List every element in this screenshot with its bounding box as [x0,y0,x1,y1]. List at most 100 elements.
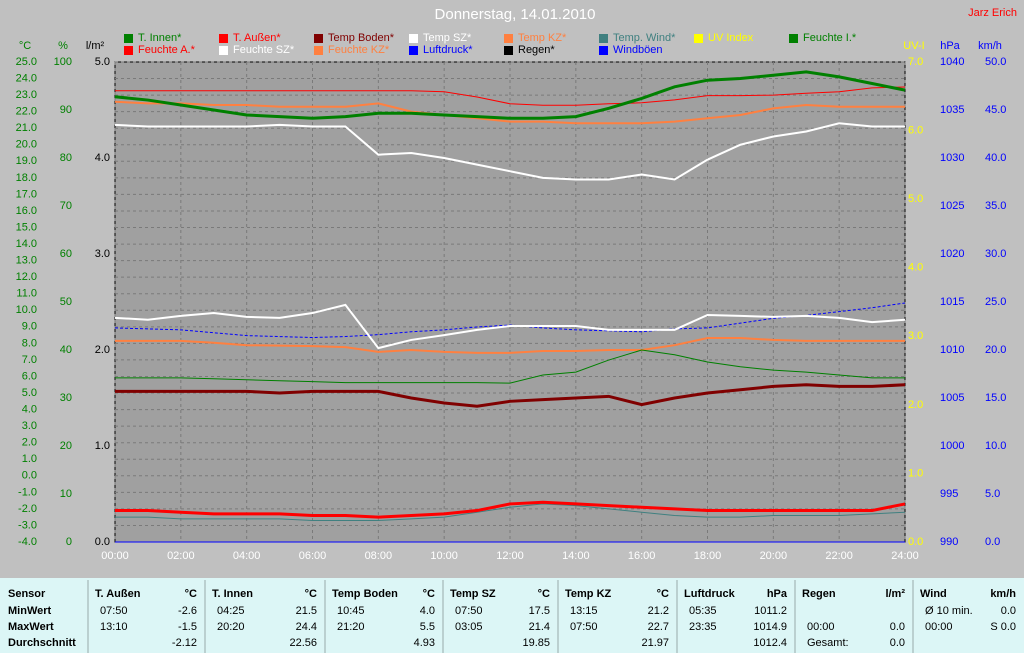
x-tick-label: 04:00 [233,550,261,562]
y-tick-label: 2.0 [908,399,923,411]
column-name: Temp SZ [450,588,496,600]
y-tick-label: 1035 [940,104,964,116]
column-unit: °C [538,588,550,600]
y-tick-label: 1.0 [95,440,110,452]
x-tick-label: 22:00 [825,550,853,562]
y-tick-label: 5.0 [95,56,110,68]
y-tick-label: 100 [54,56,72,68]
axis-title: °C [19,40,31,52]
y-tick-label: 11.0 [16,288,37,300]
column-unit: °C [305,588,317,600]
y-tick-label: 1030 [940,152,964,164]
y-tick-label: 3.0 [95,248,110,260]
column-unit: km/h [990,588,1016,600]
cell-value: -2.12 [172,637,197,649]
x-tick-label: 14:00 [562,550,590,562]
y-tick-label: 70 [60,200,72,212]
legend-swatch [504,46,513,55]
chart-title: Donnerstag, 14.01.2010 [435,6,596,23]
column-unit: hPa [767,588,788,600]
y-tick-label: 1015 [940,296,964,308]
y-tick-label: 5.0 [908,193,923,205]
y-tick-label: 50.0 [985,56,1006,68]
series-line [115,503,906,521]
y-tick-label: 40 [60,344,72,356]
cell-value: 21.97 [641,637,669,649]
y-tick-label: 1.0 [908,467,923,479]
y-tick-label: -2.0 [18,503,37,515]
axis-title: km/h [978,40,1002,52]
cell-time: 05:35 [689,605,717,617]
y-tick-label: 25.0 [16,56,37,68]
cell-time: 07:50 [100,605,128,617]
series-line [114,122,905,181]
legend-label: Luftdruck* [423,44,473,56]
cell-value: 24.4 [296,621,317,633]
axis-title: l/m² [86,40,105,52]
y-tick-label: 80 [60,152,72,164]
table-background [0,578,1024,653]
cell-time: Gesamt: [807,637,849,649]
series-line [114,303,906,350]
cell-value: -2.6 [178,605,197,617]
y-tick-label: 90 [60,104,72,116]
series-line [114,70,906,120]
cell-value: 4.93 [414,637,435,649]
y-tick-label: 1005 [940,392,964,404]
cell-value: 22.56 [289,637,317,649]
legend-swatch [694,34,703,43]
cell-time: 03:05 [455,621,483,633]
cell-value: 22.7 [648,621,669,633]
y-tick-label: 22.0 [16,106,37,118]
y-tick-label: 30.0 [985,248,1006,260]
y-tick-label: 3.0 [22,420,37,432]
y-tick-label: 15.0 [16,221,37,233]
x-tick-label: 20:00 [760,550,788,562]
legend-swatch [504,34,513,43]
y-tick-label: 21.0 [16,122,37,134]
series-line [114,100,905,125]
y-tick-label: 60 [60,248,72,260]
x-tick-label: 18:00 [694,550,722,562]
column-name: Luftdruck [684,588,736,600]
legend-swatch [409,34,418,43]
y-tick-label: 17.0 [16,188,37,200]
cell-value: S 0.0 [990,621,1016,633]
y-tick-label: 6.0 [908,124,923,136]
column-name: Wind [920,588,947,600]
x-tick-label: 00:00 [101,550,129,562]
y-tick-label: 20 [60,440,72,452]
cell-value: 4.0 [420,605,435,617]
y-tick-label: 5.0 [22,387,37,399]
y-tick-label: -1.0 [18,486,37,498]
y-tick-label: 18.0 [16,172,37,184]
column-name: Temp Boden [332,588,398,600]
series-line [115,500,906,519]
y-tick-label: 0.0 [985,536,1000,548]
cell-time: 07:50 [570,621,598,633]
column-name: T. Außen [95,588,141,600]
column-unit: l/m² [885,588,905,600]
y-tick-label: 995 [940,488,958,500]
x-tick-label: 06:00 [299,550,327,562]
column-unit: °C [185,588,197,600]
y-tick-label: 4.0 [908,262,923,274]
y-tick-label: 25.0 [985,296,1006,308]
y-tick-label: 35.0 [985,200,1006,212]
y-tick-label: 7.0 [908,56,923,68]
x-tick-label: 12:00 [496,550,524,562]
y-tick-label: 45.0 [985,104,1006,116]
legend-swatch [219,46,228,55]
cell-time: 04:25 [217,605,245,617]
legend-label: Temp Boden* [328,32,395,44]
table-header: Sensor [8,588,46,600]
y-tick-label: 2.0 [22,437,37,449]
cell-value: 5.5 [420,621,435,633]
legend-swatch [599,46,608,55]
cell-time: Ø 10 min. [925,605,973,617]
cell-value: 1014.9 [753,621,787,633]
legend-label: UV Index [708,32,754,44]
row-label: MinWert [8,605,52,617]
legend-swatch [314,46,323,55]
y-tick-label: 10.0 [985,440,1006,452]
